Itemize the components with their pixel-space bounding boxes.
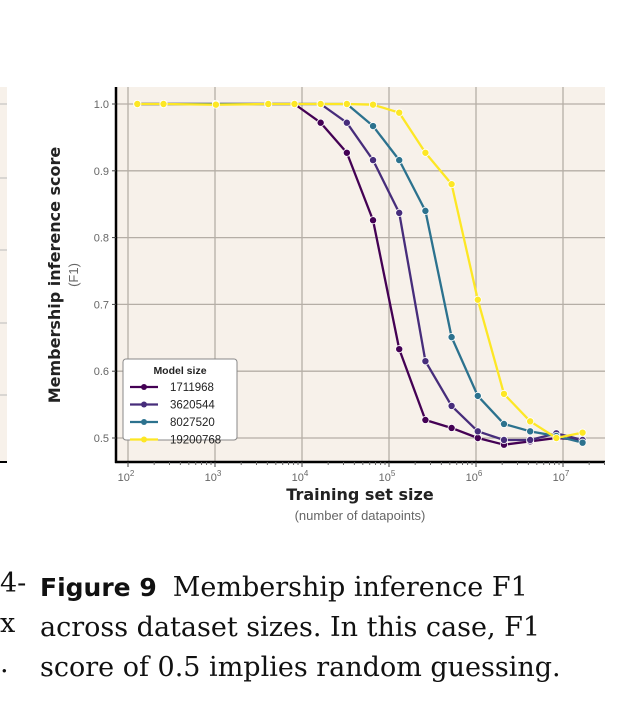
y-tick-label: 0.9 — [94, 166, 109, 178]
data-point — [264, 100, 273, 109]
caption-line: score of 0.5 implies random guessing. — [40, 652, 561, 683]
data-point — [395, 208, 404, 217]
data-point — [499, 389, 508, 398]
figure-label: Figure 9 — [40, 573, 157, 602]
left-column-fragment: . — [0, 648, 9, 679]
legend-marker — [141, 384, 147, 390]
series-19200768 — [133, 100, 587, 442]
legend-marker — [141, 401, 147, 408]
data-point — [369, 100, 378, 109]
y-tick-label: 1.0 — [94, 99, 109, 111]
y-axis-sublabel: (F1) — [66, 263, 81, 287]
data-point — [447, 401, 456, 410]
data-point — [499, 436, 508, 445]
legend-marker — [141, 419, 147, 425]
data-point — [473, 427, 482, 436]
x-axis-sublabel: (number of datapoints) — [295, 508, 426, 523]
legend: Model size 1711968 3620544 8027520 19200768 — [122, 358, 238, 447]
x-axis-label: Training set size — [286, 485, 434, 504]
y-axis-label: Membership inference score — [45, 147, 64, 404]
x-tick-label: 104 — [292, 469, 309, 484]
data-point — [369, 216, 378, 225]
x-tick-label: 103 — [205, 469, 222, 484]
legend-marker — [141, 436, 147, 443]
data-point — [421, 206, 430, 215]
x-tick-label: 102 — [118, 469, 135, 484]
legend-label: 19200768 — [170, 435, 221, 447]
data-point — [133, 100, 142, 109]
previous-figure-panel — [0, 87, 7, 462]
data-point — [447, 423, 456, 432]
data-point — [499, 419, 508, 428]
data-point — [447, 180, 456, 189]
data-point — [395, 156, 404, 165]
data-point — [316, 118, 325, 127]
data-point — [369, 156, 378, 165]
data-point — [421, 415, 430, 424]
data-point — [552, 433, 561, 442]
data-point — [421, 357, 430, 366]
data-point — [369, 122, 378, 131]
caption-line: Membership inference F1 — [172, 572, 528, 603]
data-point — [473, 391, 482, 400]
data-point — [342, 148, 351, 157]
data-point — [578, 428, 587, 437]
data-point — [578, 438, 587, 447]
y-tick-label: 0.5 — [94, 433, 109, 445]
data-point — [473, 295, 482, 304]
x-tick-label: 105 — [379, 469, 396, 484]
x-tick-label: 106 — [466, 469, 483, 484]
figure-caption: Figure 9 Membership inference F1 across d… — [40, 568, 620, 688]
data-point — [395, 345, 404, 354]
data-point — [447, 333, 456, 342]
data-point — [316, 100, 325, 109]
data-point — [526, 427, 535, 436]
legend-label: 3620544 — [170, 400, 215, 412]
data-point — [421, 148, 430, 157]
data-point — [526, 436, 535, 445]
x-tick-label: 107 — [553, 469, 570, 484]
data-point — [342, 100, 351, 109]
data-point — [395, 108, 404, 117]
data-point — [526, 417, 535, 426]
data-point — [211, 100, 220, 109]
y-tick-label: 0.6 — [94, 366, 109, 378]
legend-title: Model size — [153, 365, 206, 377]
series-line — [137, 102, 583, 440]
caption-line: across dataset sizes. In this case, F1 — [40, 612, 541, 643]
data-point — [342, 118, 351, 127]
chart: 0.5 0.6 0.7 0.8 0.9 1.0 102 103 104 105 106 107 Tra… — [0, 87, 606, 523]
left-column-fragment: 4- — [0, 568, 27, 599]
left-column-fragment: x — [0, 608, 16, 639]
legend-label: 1711968 — [170, 382, 214, 394]
data-point — [290, 100, 299, 109]
legend-label: 8027520 — [170, 417, 215, 429]
y-tick-label: 0.8 — [94, 233, 109, 245]
data-point — [159, 100, 168, 109]
y-tick-label: 0.7 — [94, 299, 109, 311]
data-point — [473, 433, 482, 442]
